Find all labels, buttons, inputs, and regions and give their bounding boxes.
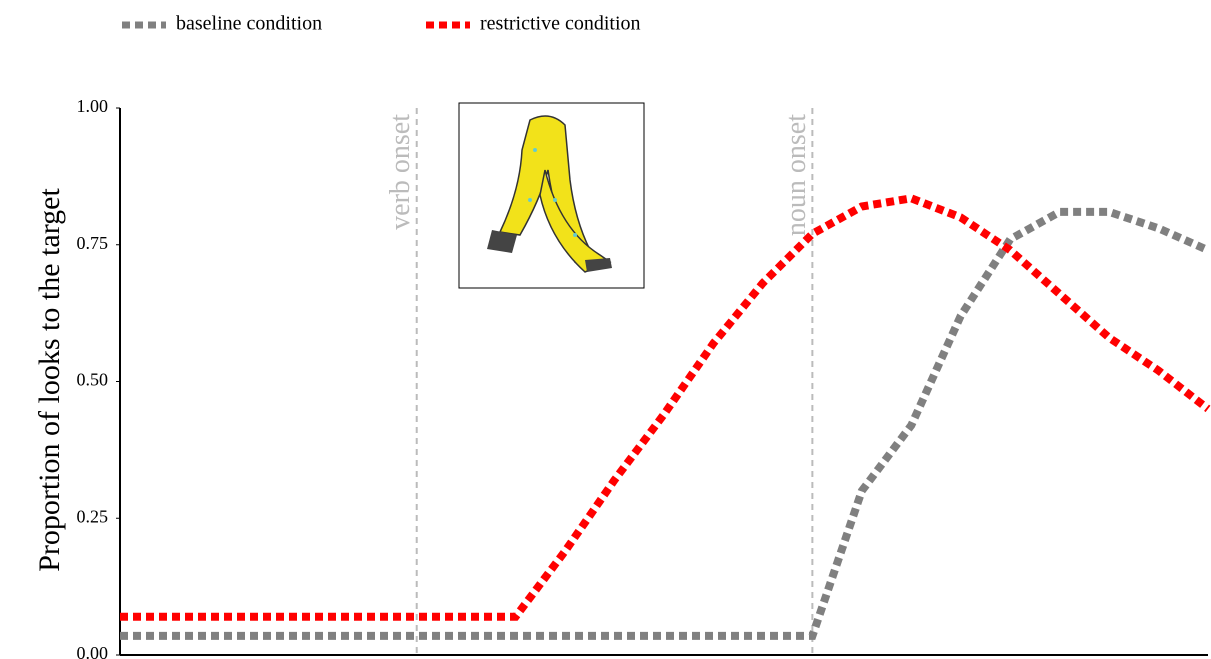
series-line (120, 212, 1208, 636)
y-tick-label: 1.00 (77, 96, 109, 116)
y-tick-label: 0.25 (77, 506, 109, 526)
y-axis-label: Proportion of looks to the target (33, 188, 66, 572)
scarf-image (459, 103, 644, 288)
y-tick-label: 0.75 (77, 233, 109, 253)
onset-label: verb onset (385, 114, 416, 230)
onset-label: noun onset (781, 114, 812, 236)
legend-label: baseline condition (176, 13, 322, 35)
legend-label: restrictive condition (480, 13, 641, 35)
y-tick-label: 0.50 (77, 370, 109, 390)
y-tick-label: 0.00 (77, 643, 109, 659)
series-line (120, 198, 1208, 616)
page: Proportion of looks to the target 0.00 0.… (0, 0, 1211, 659)
chart: Proportion of looks to the target 0.00 0.… (0, 0, 1211, 659)
